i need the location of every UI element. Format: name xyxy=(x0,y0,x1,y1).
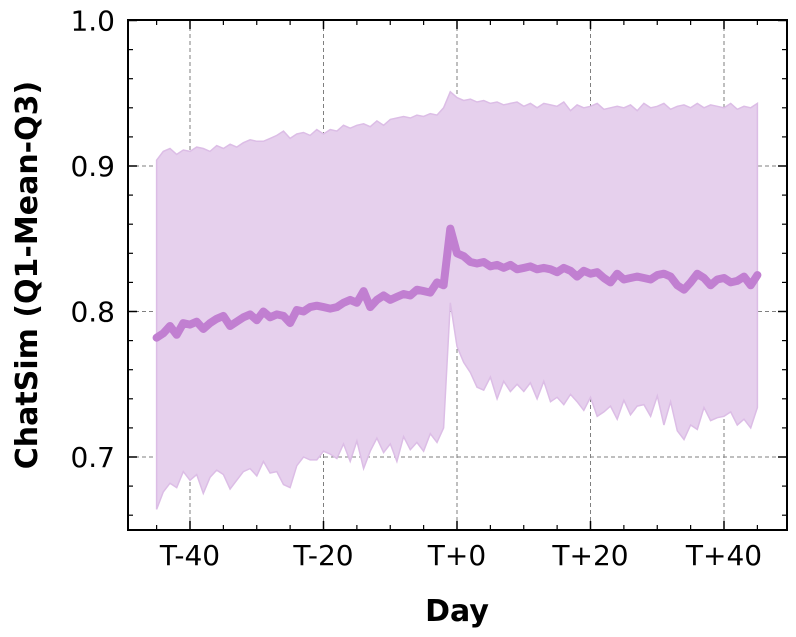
series-line xyxy=(152,224,762,342)
x-tick-label: T-40 xyxy=(159,539,220,572)
x-tick-label: T-20 xyxy=(292,539,353,572)
y-tick-label: 0.7 xyxy=(70,441,115,474)
x-tick-label: T+0 xyxy=(427,539,486,572)
y-tick-label: 0.8 xyxy=(70,296,115,329)
x-tick-label: T+40 xyxy=(685,539,762,572)
y-axis-title: ChatSim (Q1-Mean-Q3) xyxy=(10,81,45,469)
axis-ticks xyxy=(128,19,787,530)
y-tick-label: 1.0 xyxy=(70,5,115,38)
x-axis-title: Day xyxy=(425,594,489,629)
mean-line xyxy=(152,224,762,342)
series-band xyxy=(155,90,759,510)
iqr-band xyxy=(155,90,759,510)
y-tick-labels: 0.7 0.8 0.9 1.0 xyxy=(70,5,115,475)
y-tick-label: 0.9 xyxy=(70,150,115,183)
x-tick-label: T+20 xyxy=(551,539,628,572)
x-tick-labels: T-40 T-20 T+0 T+20 T+40 xyxy=(159,539,762,572)
